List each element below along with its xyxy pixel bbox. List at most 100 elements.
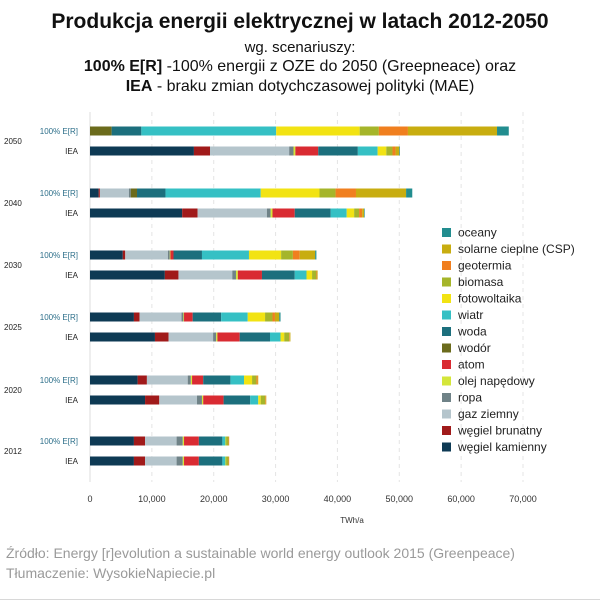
bar-segment bbox=[292, 250, 300, 260]
bar-segment bbox=[99, 188, 129, 198]
legend-swatch bbox=[442, 261, 451, 270]
legend-label: wodór bbox=[457, 341, 491, 355]
bar-segment bbox=[289, 332, 290, 342]
bar-segment bbox=[306, 270, 313, 280]
bar-segment bbox=[198, 436, 223, 446]
bar-segment bbox=[223, 395, 251, 405]
bar-segment bbox=[184, 456, 199, 466]
scenario-label-er: 100% E[R] bbox=[40, 437, 78, 446]
translation-credit: Tłumaczenie: WysokieNapiecie.pl bbox=[6, 565, 216, 581]
x-tick-label: 30,000 bbox=[262, 494, 290, 504]
legend-label: olej napędowy bbox=[458, 374, 535, 388]
bar-segment bbox=[280, 332, 285, 342]
bar-segment bbox=[141, 126, 277, 136]
bar-segment bbox=[198, 456, 223, 466]
bar-segment bbox=[122, 250, 126, 260]
bar-segment bbox=[315, 250, 317, 260]
x-tick-label: 40,000 bbox=[324, 494, 352, 504]
bar-segment bbox=[90, 270, 165, 280]
scenario-iea-description: IEA - braku zmian dotychczasowej polityk… bbox=[0, 78, 600, 96]
bar-segment bbox=[90, 146, 194, 156]
bar-segment bbox=[145, 436, 177, 446]
scenario-label-er: 100% E[R] bbox=[40, 127, 78, 136]
bar-segment bbox=[239, 332, 271, 342]
bar-segment bbox=[90, 188, 99, 198]
bar-segment bbox=[295, 146, 319, 156]
bar-segment bbox=[145, 395, 160, 405]
bar-segment bbox=[319, 188, 336, 198]
bar-segment bbox=[90, 250, 123, 260]
source-note: Źródło: Energy [r]evolution a sustainabl… bbox=[6, 545, 515, 561]
bar-segment bbox=[226, 436, 229, 446]
bar-segment bbox=[225, 436, 227, 446]
bar-segment bbox=[213, 332, 217, 342]
bar-segment bbox=[137, 375, 147, 385]
legend-label: woda bbox=[457, 325, 487, 339]
scenario-label-iea: IEA bbox=[65, 209, 79, 218]
legend-swatch bbox=[442, 409, 451, 419]
legend-swatch bbox=[442, 442, 451, 452]
bar-segment bbox=[176, 436, 183, 446]
scenario-label-er: 100% E[R] bbox=[40, 313, 78, 322]
bar-segment bbox=[154, 332, 169, 342]
x-tick-label: 10,000 bbox=[138, 494, 166, 504]
scenario-label-er: 100% E[R] bbox=[40, 189, 78, 198]
bar-segment bbox=[222, 436, 226, 446]
bar-segment bbox=[247, 312, 266, 322]
bar-segment bbox=[210, 146, 290, 156]
scenario-er-text: -100% energii z OZE do 2050 (Greepneace)… bbox=[162, 58, 517, 75]
bar-segment bbox=[192, 375, 204, 385]
bar-segment bbox=[230, 375, 245, 385]
bar-segment bbox=[133, 456, 146, 466]
bar-segment bbox=[237, 270, 262, 280]
bar-segment bbox=[216, 332, 218, 342]
bar-segment bbox=[139, 312, 182, 322]
scenario-label-iea: IEA bbox=[65, 271, 79, 280]
legend-swatch bbox=[442, 327, 451, 336]
x-tick-label: 20,000 bbox=[200, 494, 228, 504]
year-label: 2050 bbox=[4, 137, 22, 146]
bar-segment bbox=[272, 312, 275, 322]
bar-segment bbox=[260, 188, 320, 198]
bar-segment bbox=[125, 250, 168, 260]
bar-segment bbox=[362, 208, 365, 218]
year-label: 2030 bbox=[4, 261, 22, 270]
legend-label: geotermia bbox=[458, 259, 512, 273]
bar-segment bbox=[248, 250, 282, 260]
stacked-bar-chart: 0 10,000 20,000 30,000 40,000 50,000 60,000 70,… bbox=[4, 112, 575, 525]
bar-segment bbox=[90, 332, 155, 342]
bar-segment bbox=[265, 395, 266, 405]
scenario-iea-text: - braku zmian dotychczasowej polityki (M… bbox=[152, 78, 475, 95]
bar-segment bbox=[284, 332, 290, 342]
bar-segment bbox=[299, 250, 316, 260]
bar-segment bbox=[181, 312, 184, 322]
bar-segment bbox=[346, 208, 355, 218]
legend-label: atom bbox=[458, 358, 485, 372]
bar-segment bbox=[111, 126, 142, 136]
bar-segment bbox=[497, 126, 509, 136]
year-label: 2025 bbox=[4, 323, 22, 332]
bar-segment bbox=[128, 188, 131, 198]
bar-segment bbox=[159, 395, 198, 405]
bar-segment bbox=[228, 456, 230, 466]
scenario-er-description: 100% E[R] -100% energii z OZE do 2050 (G… bbox=[0, 58, 600, 76]
bar-segment bbox=[294, 270, 307, 280]
divider bbox=[0, 599, 600, 600]
legend-swatch bbox=[442, 277, 451, 287]
bar-segment bbox=[272, 208, 295, 218]
x-tick-label: 70,000 bbox=[509, 494, 537, 504]
bar-segment bbox=[197, 208, 267, 218]
year-label: 2040 bbox=[4, 199, 22, 208]
bar-segment bbox=[335, 188, 356, 198]
bar-segment bbox=[359, 126, 379, 136]
bar-segment bbox=[355, 188, 407, 198]
bar-segment bbox=[395, 146, 400, 156]
bar-segment bbox=[203, 375, 231, 385]
bar-segment bbox=[169, 250, 171, 260]
bar-segment bbox=[173, 250, 202, 260]
bar-segment bbox=[270, 208, 273, 218]
bar-segment bbox=[170, 250, 174, 260]
legend-swatch bbox=[442, 376, 451, 386]
bar-segment bbox=[228, 436, 230, 446]
legend-label: węgiel kamienny bbox=[457, 440, 547, 454]
